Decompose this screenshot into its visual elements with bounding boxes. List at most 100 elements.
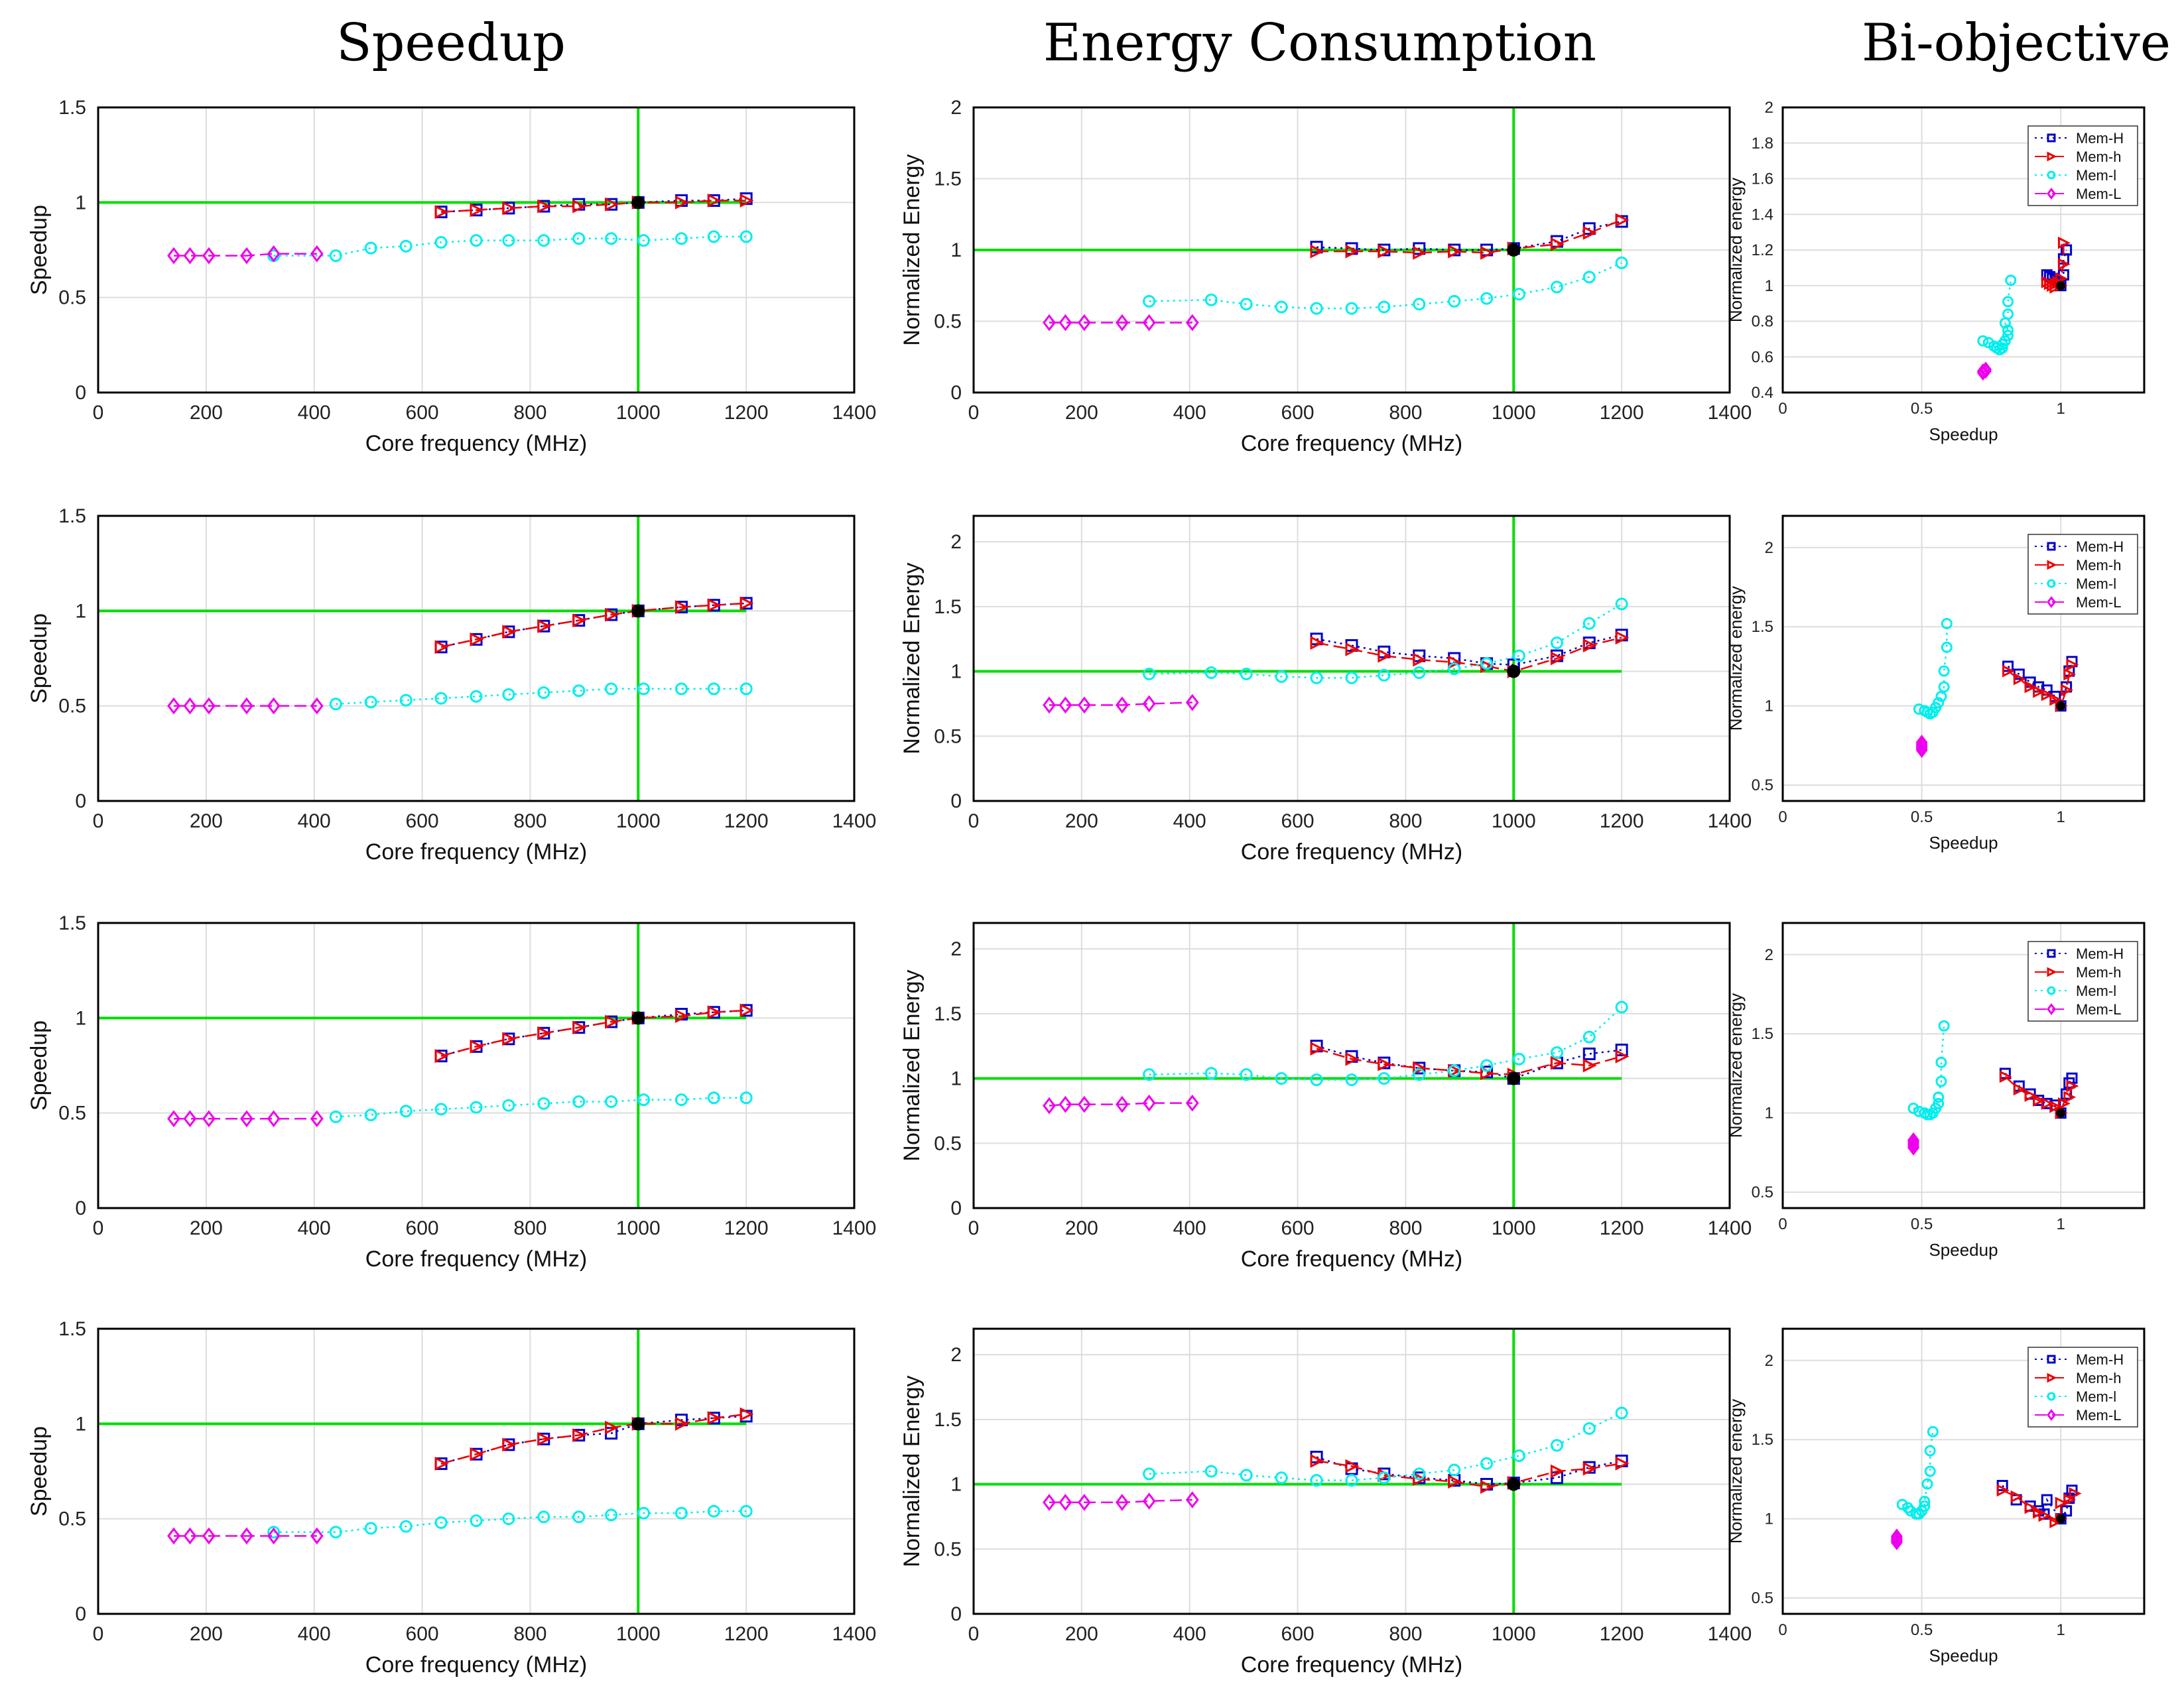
chart-r1-biobj-ytick-label: 0.8 (1752, 313, 1773, 331)
chart-r2-speedup-xtick-label: 1400 (832, 810, 877, 832)
chart-r4-energy-mem-h-small-point (1310, 1453, 1324, 1468)
chart-r3-biobj-mem-h-small-point (2033, 1094, 2046, 1107)
column-title-energy: Energy Consumption (1043, 13, 1596, 73)
chart-r4-energy-xtick-label: 1000 (1492, 1623, 1536, 1645)
chart-r2-energy-mem-l-small-point (1310, 671, 1323, 684)
chart-r1-biobj-mem-h-small-point (2055, 272, 2068, 285)
chart-r1-speedup-mem-l-small-point (739, 230, 753, 243)
chart-r4-speedup-series-mem-h-small-line (440, 1413, 747, 1465)
chart-r1-biobj-axes-box (1781, 106, 2146, 394)
chart-r4-speedup-mem-h-small-point (605, 1420, 619, 1435)
chart-r1-energy-baseline-point (1507, 243, 1521, 257)
chart-r2-energy-baseline-point (1507, 664, 1521, 678)
chart-r1-speedup-mem-h-small-point (739, 194, 754, 208)
chart-r4-speedup-xtick-label: 200 (190, 1623, 223, 1645)
chart-r4-speedup-plot-area (98, 1329, 854, 1614)
chart-r4-energy-xtick-label: 1400 (1708, 1623, 1752, 1645)
chart-r1-biobj-legend-mem-L-big-marker (2047, 188, 2056, 200)
chart-r1-speedup-plot-area (98, 107, 854, 393)
chart-r3-biobj-mem-l-small-point (1935, 1075, 1947, 1087)
chart-r3-speedup-mem-L-big-point (202, 1110, 216, 1128)
chart-r3-speedup-xlabel: Core frequency (MHz) (365, 1247, 587, 1272)
chart-r4-energy-ytick-label: 0.5 (934, 1538, 962, 1560)
chart-r1-speedup-mem-l-small-point (674, 232, 688, 245)
chart-r3-speedup-mem-h-small-point (537, 1026, 552, 1040)
chart-r2-speedup-mem-L-big-point (240, 697, 253, 715)
chart-r4-speedup-xtick-label: 0 (93, 1623, 104, 1645)
chart-r1-speedup-xtick-label: 1400 (832, 402, 877, 424)
chart-r3-speedup-mem-l-small-point (572, 1095, 586, 1108)
chart-r4-speedup-mem-h-small-point (739, 1407, 754, 1422)
chart-r1-speedup-mem-h-small-point (707, 194, 722, 208)
chart-r3-speedup-mem-l-small-point (637, 1093, 650, 1107)
chart-r3-speedup-mem-h-small-point (605, 1014, 619, 1029)
chart-r1-speedup-ytick-label: 1 (75, 192, 86, 213)
chart-r2-energy-ylabel: Normalized Energy (899, 562, 925, 754)
chart-r1-energy-mem-h-small-point (1550, 237, 1565, 251)
chart-r1-energy-mem-l-small-point (1480, 292, 1494, 305)
chart-r4-biobj-legend-mem-h-small-label: Mem-h (2076, 1370, 2121, 1386)
chart-r1-biobj-legend-mem-L-big-label: Mem-L (2076, 186, 2121, 202)
chart-r1-biobj-legend: Mem-H Mem-h Mem-l Mem-L (2027, 125, 2138, 206)
chart-r4-speedup-baseline-point (631, 1417, 645, 1431)
chart-r3-biobj-mem-L-big-point (1907, 1132, 1919, 1148)
chart-r2-biobj-axes-box (1781, 515, 2146, 802)
chart-r3-speedup-mem-l-small-point (399, 1105, 413, 1118)
chart-r4-energy-mem-h-small-point (1550, 1464, 1565, 1479)
chart-r3-energy-xlabel: Core frequency (MHz) (1241, 1247, 1462, 1272)
chart-r3-energy-xtick-label: 1400 (1708, 1217, 1752, 1239)
chart-r3-speedup-xtick-label: 800 (513, 1217, 546, 1239)
chart-r4-speedup-mem-l-small-point (605, 1508, 618, 1522)
chart-r1-speedup-ytick-label: 0.5 (58, 287, 86, 309)
chart-r4-speedup-mem-l-small-point (267, 1526, 281, 1539)
chart-r2-energy-xtick-label: 1200 (1600, 810, 1644, 832)
chart-r1-speedup-mem-L-big-point (310, 245, 324, 263)
chart-r4-speedup-mem-L-big-point (310, 1527, 324, 1545)
chart-r3-energy-mem-l-small-point (1240, 1068, 1253, 1081)
chart-r3-speedup-series-mem-h-small-line (440, 1009, 747, 1057)
chart-r4-energy-mem-l-small-point (1143, 1467, 1156, 1481)
chart-r1-speedup-mem-h-small-point (674, 195, 689, 210)
chart-r1-energy-mem-l-small-point (1582, 271, 1596, 284)
chart-r2-biobj-mem-l-small-point (1933, 697, 1945, 709)
chart-r1-biobj-baseline-point (2056, 280, 2066, 290)
chart-r4-energy-ytick-label: 1.5 (934, 1409, 962, 1431)
chart-r1-energy-xtick-label: 1000 (1492, 402, 1536, 424)
chart-r3-speedup-mem-h-small-point (674, 1009, 689, 1023)
chart-r3-energy-mem-L-big-point (1142, 1094, 1156, 1112)
chart-r3-biobj-ytick-label: 1 (1765, 1105, 1773, 1123)
chart-r1-speedup-mem-h-small-point (572, 199, 587, 213)
chart-r1-energy-mem-h-small-point (1448, 244, 1462, 259)
chart-r3-biobj-legend-box (2027, 941, 2138, 1022)
chart-r2-biobj-legend: Mem-H Mem-h Mem-l Mem-L (2027, 534, 2138, 615)
chart-r2-energy-mem-L-big-point (1116, 696, 1129, 714)
chart-r4-speedup-mem-h-small-point (674, 1416, 689, 1431)
chart-r2-speedup-plot-area (98, 516, 854, 801)
chart-r1-speedup-axes-box (97, 106, 856, 394)
chart-r2-energy-mem-l-small-point (1448, 662, 1461, 676)
chart-r1-energy-ytick-label: 0 (950, 382, 962, 404)
chart-r2-energy-ytick-label: 2 (950, 531, 962, 553)
chart-r1-energy-mem-L-big-point (1142, 314, 1156, 332)
chart-r3-biobj-mem-l-small-point (1938, 1020, 1950, 1032)
chart-r4-biobj-mem-h-small-point (2055, 1496, 2068, 1510)
chart-r3-energy-mem-l-small-point (1143, 1068, 1156, 1081)
chart-r4-biobj-legend-mem-h-small-marker (2047, 1372, 2057, 1383)
chart-r3-biobj-mem-h-small-point (2066, 1079, 2079, 1093)
chart-r1-biobj-ytick-label: 1.6 (1752, 170, 1773, 188)
chart-r3-energy-mem-l-small-point (1615, 1001, 1628, 1014)
chart-r1-speedup-mem-l-small-point (434, 236, 448, 249)
chart-r1-speedup-series-mem-H-big-line (441, 198, 747, 213)
chart-r1-biobj-legend-mem-l-small-marker (2047, 170, 2056, 180)
chart-r2-biobj-mem-l-small-point (1938, 665, 1950, 677)
chart-r2-speedup-mem-h-small-point (434, 640, 449, 654)
chart-r1-speedup-mem-L-big-point (267, 245, 281, 263)
chart-r4-energy-ytick-label: 1 (950, 1474, 962, 1496)
chart-r3-energy-xtick-label: 0 (968, 1217, 980, 1239)
chart-r2-biobj-xtick-label: 0.5 (1911, 808, 1933, 826)
chart-r3-biobj-legend-mem-L-big-marker (2047, 1003, 2056, 1015)
chart-r3-energy-ytick-label: 1.5 (934, 1003, 962, 1025)
chart-r1-energy-ylabel: Normalized Energy (899, 154, 925, 345)
chart-r4-biobj-xlabel: Speedup (1929, 1646, 1998, 1666)
chart-r3-biobj-mem-h-small-point (2013, 1083, 2026, 1096)
